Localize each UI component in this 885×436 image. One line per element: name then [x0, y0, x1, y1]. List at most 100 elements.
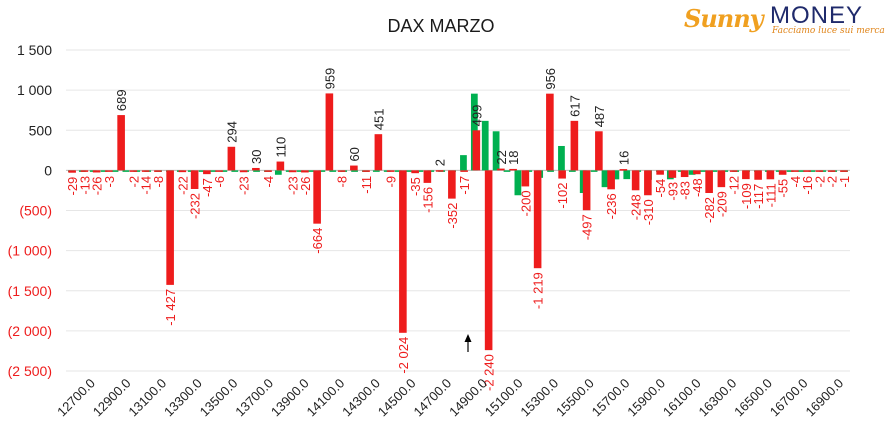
data-label: -2 [825, 176, 840, 188]
data-label: -664 [310, 228, 325, 254]
data-label: -13 [77, 176, 92, 195]
bar-green [122, 170, 130, 172]
bar-red [337, 170, 346, 172]
bar-green [274, 170, 282, 175]
bar-red [472, 130, 481, 171]
bar-red [154, 170, 162, 172]
bar-red [92, 170, 101, 173]
bar-green [601, 170, 609, 188]
bar-green [460, 155, 467, 171]
bar-red [680, 170, 689, 178]
bar-red [607, 170, 615, 190]
x-tick-label: 16100.0 [660, 376, 704, 420]
bar-green [797, 170, 805, 172]
bar-green [786, 170, 794, 172]
data-label: 2 [433, 159, 448, 166]
x-tick-label: 15900.0 [624, 376, 668, 420]
data-label: -9 [384, 176, 399, 188]
data-label: -29 [65, 177, 80, 196]
annotations [464, 334, 472, 352]
chart-title: DAX MARZO [387, 16, 494, 36]
bar-green [209, 170, 217, 172]
data-label: -16 [800, 176, 815, 195]
bar-red [313, 170, 321, 224]
data-label: 487 [592, 106, 607, 128]
data-label: -497 [580, 214, 595, 240]
bar-red [840, 170, 848, 172]
data-label: -111 [763, 183, 778, 207]
x-tick-label: 16300.0 [696, 376, 740, 420]
x-tick-label: 13900.0 [268, 376, 312, 420]
data-label: 617 [567, 95, 582, 117]
data-label: -236 [604, 193, 619, 219]
bar-green [296, 170, 304, 172]
y-axis: 1 500 1 000 500 0 (500) (1 000) (1 500) (2 000)… [8, 42, 53, 379]
bar-red [301, 170, 309, 173]
bar-red [754, 170, 762, 180]
data-label: -117 [751, 184, 766, 209]
bar-red [166, 170, 174, 285]
bar-red [644, 170, 652, 196]
bar-green [394, 170, 402, 172]
bar-red [546, 93, 554, 171]
data-label: -3 [102, 176, 117, 188]
x-tick-label: 14300.0 [339, 376, 383, 420]
bar-red [129, 170, 138, 172]
x-tick-label: 15500.0 [553, 376, 597, 420]
bar-green [808, 170, 816, 172]
data-label: -26 [90, 176, 105, 195]
logo: Sunny MONEY Facciamo luce sui mercati [684, 2, 885, 38]
bar-green [405, 170, 413, 172]
bar-red [631, 170, 640, 191]
data-label: -200 [518, 190, 533, 216]
bar-red [399, 170, 407, 333]
bar-red [239, 170, 248, 173]
bar-green [372, 170, 380, 172]
bar-red [668, 170, 677, 178]
bar-red [533, 170, 542, 269]
data-label: 956 [543, 68, 558, 90]
logo-tagline: Facciamo luce sui mercati [772, 26, 885, 36]
x-tick-label: 14100.0 [304, 376, 348, 420]
bar-red [264, 170, 272, 172]
bar-green [492, 131, 500, 171]
x-tick-label: 14900.0 [446, 376, 490, 420]
bar-red [693, 170, 701, 175]
data-label: -48 [690, 178, 705, 197]
y-tick-label: 500 [29, 122, 53, 138]
bar-red [141, 170, 150, 172]
x-tick-label: 14700.0 [410, 376, 454, 420]
data-label: -2 024 [396, 337, 411, 374]
data-label: -2 [812, 176, 827, 188]
data-label: 16 [616, 151, 631, 165]
bar-green [351, 170, 358, 172]
x-tick-label: 16700.0 [767, 376, 811, 420]
bar-red [80, 170, 89, 172]
bar-red [742, 170, 750, 180]
bar-red [411, 170, 419, 174]
x-tick-label: 13700.0 [232, 376, 276, 420]
data-label: -35 [408, 177, 423, 196]
bar-red [105, 170, 113, 172]
data-label: -23 [286, 176, 301, 195]
bar-green [612, 170, 620, 180]
bar-red [766, 170, 775, 180]
bar-red [288, 170, 297, 173]
bar-green [503, 170, 511, 172]
x-tick-label: 12700.0 [54, 376, 98, 420]
bar-red [276, 161, 285, 171]
data-label: -12 [727, 176, 742, 195]
bar-red [595, 131, 603, 171]
bar-red [558, 170, 566, 179]
x-tick-label: 13100.0 [125, 376, 169, 420]
bars [68, 93, 848, 351]
y-tick-label: (2 500) [8, 363, 52, 379]
bar-red [386, 170, 395, 172]
data-label: -352 [445, 203, 460, 229]
bar-red [178, 170, 187, 173]
bar-red [729, 170, 738, 172]
y-tick-label: 1 500 [17, 42, 52, 58]
data-label: -55 [776, 179, 791, 198]
